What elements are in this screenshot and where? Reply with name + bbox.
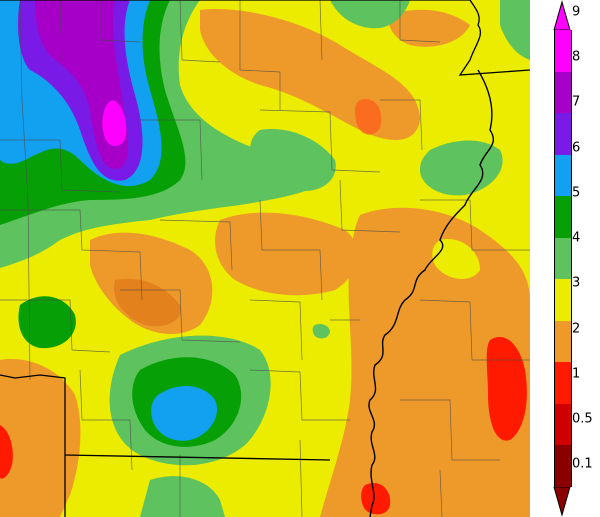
legend-swatch: [554, 71, 572, 114]
legend-label: 5: [572, 185, 581, 201]
band-3-east-inset: [432, 239, 480, 280]
river: [368, 69, 495, 517]
county-boundaries: [0, 0, 530, 517]
band-6-west-edge: [0, 95, 45, 152]
legend-swatch: [554, 279, 572, 321]
band-4-ne-corner: [500, 0, 530, 60]
legend-bottom-arrow: [553, 487, 571, 517]
band-1-southwest: [0, 425, 13, 479]
legend-swatch: [554, 320, 572, 363]
legend-label: 4: [572, 230, 581, 246]
band-2-northeast: [388, 9, 470, 47]
legend-label: 8: [572, 49, 581, 65]
legend-swatch: [554, 196, 572, 238]
legend-label: 6: [572, 140, 581, 156]
band-4-east: [420, 140, 503, 196]
band-1-south: [361, 482, 391, 515]
legend-swatch: [554, 445, 572, 487]
band-2-central: [215, 212, 358, 296]
band-2-east: [320, 207, 530, 517]
band-6-south-center: [151, 385, 218, 441]
legend-swatch: [554, 30, 572, 72]
precipitation-legend: 9 8 7 6 5 4 3 2 1 0.5 0.1: [530, 0, 600, 517]
band-4-northeast: [330, 0, 410, 29]
band-1-east: [486, 336, 527, 441]
legend-swatch: [554, 154, 572, 197]
legend-top-arrow: [553, 0, 571, 30]
legend-label: 0.1: [572, 456, 593, 472]
legend-label: 2: [572, 321, 581, 337]
band-1-small-north: [355, 99, 382, 135]
band-4-tiny: [312, 323, 330, 339]
legend-swatch: [554, 237, 572, 280]
legend-swatch: [554, 113, 572, 155]
band-2-southwest: [0, 359, 81, 517]
band-4-south-small: [140, 476, 225, 517]
state-borders: [0, 0, 530, 517]
legend-label: 3: [572, 275, 581, 291]
legend-label: 0.5: [572, 411, 593, 427]
legend-label: 1: [572, 366, 581, 382]
band-9-peak: [102, 100, 127, 146]
legend-label: 7: [572, 94, 581, 110]
band-4-west-mid: [18, 296, 76, 349]
legend-label: 9: [572, 4, 581, 20]
band-4-center: [250, 129, 336, 191]
legend-swatch: [554, 403, 572, 446]
legend-swatch: [554, 362, 572, 404]
band-1-dark-central: [114, 278, 181, 327]
precipitation-map: [0, 0, 530, 517]
